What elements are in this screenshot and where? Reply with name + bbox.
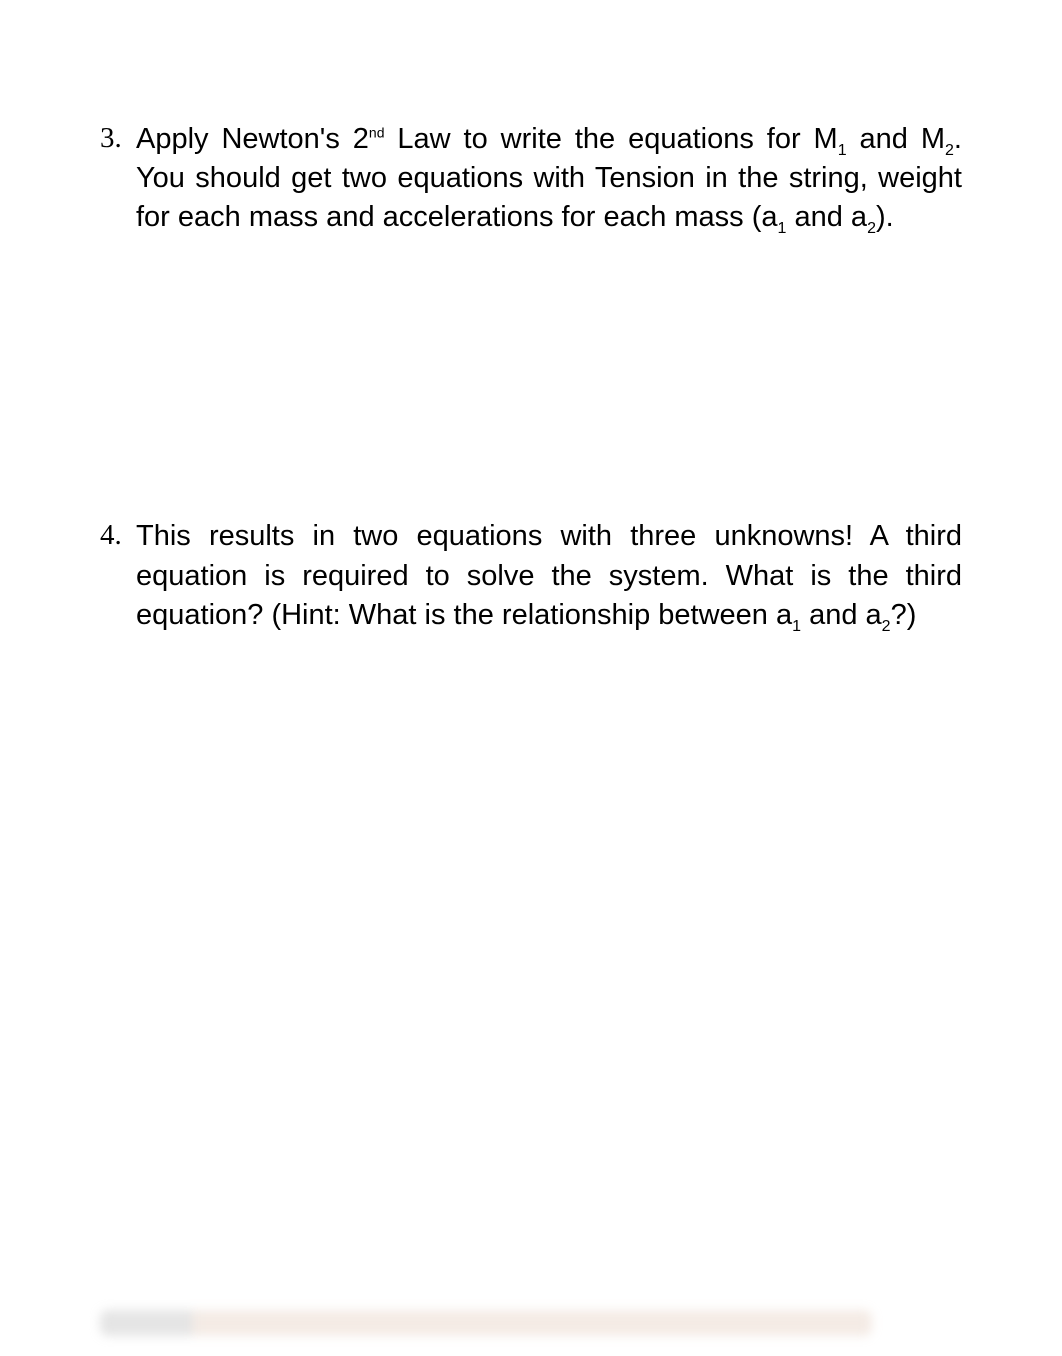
text-segment: and a [801,599,882,631]
subscript: 2 [945,142,954,159]
subscript: 1 [838,142,847,159]
subscript: 2 [882,618,891,635]
question-item-3: 3. Apply Newton's 2nd Law to write the e… [100,120,962,237]
footer-blur [100,1310,872,1336]
item-number: 4. [100,517,136,552]
superscript: nd [369,124,385,140]
item-text: Apply Newton's 2nd Law to write the equa… [136,120,962,237]
page-content: 3. Apply Newton's 2nd Law to write the e… [0,0,1062,635]
text-segment: and a [786,201,867,233]
question-item-4: 4. This results in two equations with th… [100,517,962,634]
text-segment: and M [847,123,945,155]
text-segment: Apply Newton's 2 [136,123,369,155]
text-segment: ). [876,201,894,233]
subscript: 1 [792,618,801,635]
text-segment: ?) [891,599,917,631]
item-number: 3. [100,120,136,155]
text-segment: Law to write the equations for M [384,123,837,155]
subscript: 2 [867,220,876,237]
item-text: This results in two equations with three… [136,517,962,634]
